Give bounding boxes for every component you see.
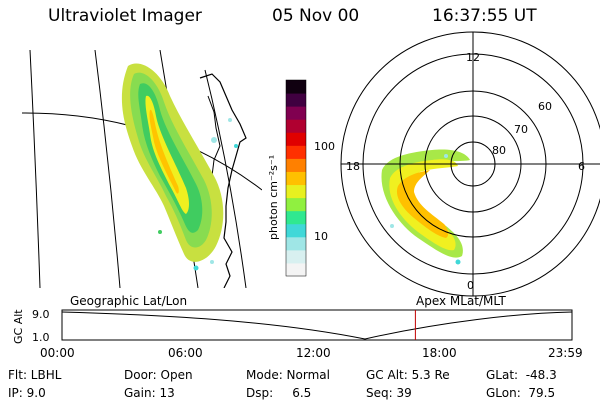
colorbar-swatch: [286, 210, 306, 225]
colorbar-swatch: [286, 106, 306, 120]
mode-info: Mode: Normal: [246, 368, 330, 382]
instrument-title: Ultraviolet Imager: [48, 6, 202, 26]
colorbar-swatch: [286, 249, 306, 264]
colorbar-swatch: [286, 93, 306, 107]
colorbar-swatch: [286, 223, 306, 238]
timeline-xtick-0600: 06:00: [168, 346, 203, 360]
geographic-image: [22, 50, 262, 288]
timeline-xtick-1200: 12:00: [296, 346, 331, 360]
lat-label-80: 80: [492, 144, 506, 157]
colorbar-frame: [285, 79, 307, 277]
polar-plot: [340, 31, 600, 297]
timeline-xtick-1800: 18:00: [422, 346, 457, 360]
glat-info: GLat: -48.3: [486, 368, 557, 382]
colorbar-tick-100: 100: [314, 140, 335, 153]
colorbar-swatch: [286, 236, 306, 251]
colorbar-swatch: [286, 132, 306, 146]
timeline-xtick-0000: 00:00: [40, 346, 75, 360]
lat-label-70: 70: [514, 123, 528, 136]
dsp-info: Dsp: 6.5: [246, 386, 312, 400]
colorbar-swatch: [286, 197, 306, 212]
timeline-ylabel: GC Alt: [12, 309, 25, 344]
timeline-plot: [61, 309, 573, 341]
colorbar-tick-10: 10: [314, 230, 328, 243]
timeline-ytick-top: 9.0: [32, 308, 50, 321]
gc-alt-info: GC Alt: 5.3 Re: [366, 368, 450, 382]
colorbar: [285, 79, 307, 277]
mlt-label-12: 12: [466, 51, 480, 64]
time-label: 16:37:55 UT: [432, 6, 537, 26]
mlt-label-6: 6: [578, 160, 585, 173]
timeline-xtick-2359: 23:59: [548, 346, 583, 360]
ip-info: IP: 9.0: [8, 386, 46, 400]
filter-info: Flt: LBHL: [8, 368, 62, 382]
mlt-label-0: 0: [467, 279, 474, 292]
colorbar-swatch: [286, 158, 306, 172]
gain-info: Gain: 13: [124, 386, 175, 400]
timeline-left-title: Geographic Lat/Lon: [70, 294, 187, 308]
timeline-ytick-bottom: 1.0: [32, 331, 50, 344]
timeline-right-title: Apex MLat/MLT: [416, 294, 506, 308]
colorbar-swatch: [286, 262, 306, 277]
mlt-label-18: 18: [346, 160, 360, 173]
colorbar-swatch: [286, 184, 306, 199]
auroral-oval-polar: [381, 149, 470, 265]
glon-info: GLon: 79.5: [486, 386, 556, 400]
colorbar-swatch: [286, 171, 306, 186]
door-info: Door: Open: [124, 368, 193, 382]
colorbar-label: photon cm⁻²s⁻¹: [267, 155, 280, 240]
date-label: 05 Nov 00: [272, 6, 360, 26]
colorbar-swatch: [286, 119, 306, 133]
colorbar-swatch: [286, 80, 306, 94]
auroral-oval-geographic: [121, 63, 238, 271]
lat-label-60: 60: [538, 100, 552, 113]
seq-info: Seq: 39: [366, 386, 412, 400]
colorbar-swatch: [286, 145, 306, 159]
